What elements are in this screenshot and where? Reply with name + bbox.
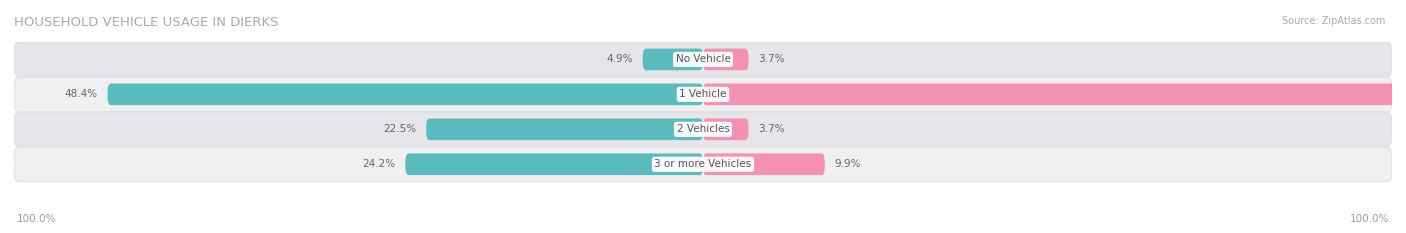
FancyBboxPatch shape [108, 84, 703, 105]
FancyBboxPatch shape [14, 112, 1392, 147]
Text: 3.7%: 3.7% [758, 124, 785, 134]
FancyBboxPatch shape [14, 42, 1392, 77]
FancyBboxPatch shape [14, 147, 1392, 182]
Text: 3.7%: 3.7% [758, 55, 785, 64]
FancyBboxPatch shape [14, 77, 1392, 112]
Text: No Vehicle: No Vehicle [675, 55, 731, 64]
Text: 22.5%: 22.5% [384, 124, 416, 134]
FancyBboxPatch shape [426, 118, 703, 140]
Text: 24.2%: 24.2% [363, 159, 395, 169]
Text: Source: ZipAtlas.com: Source: ZipAtlas.com [1281, 16, 1385, 26]
Legend: Owner-occupied, Renter-occupied: Owner-occupied, Renter-occupied [583, 230, 823, 233]
Text: HOUSEHOLD VEHICLE USAGE IN DIERKS: HOUSEHOLD VEHICLE USAGE IN DIERKS [14, 16, 278, 29]
Text: 9.9%: 9.9% [835, 159, 860, 169]
FancyBboxPatch shape [405, 154, 703, 175]
Text: 100.0%: 100.0% [17, 214, 56, 224]
Text: 2 Vehicles: 2 Vehicles [676, 124, 730, 134]
FancyBboxPatch shape [703, 118, 748, 140]
Text: 48.4%: 48.4% [65, 89, 98, 99]
Text: 4.9%: 4.9% [606, 55, 633, 64]
Text: 1 Vehicle: 1 Vehicle [679, 89, 727, 99]
FancyBboxPatch shape [703, 154, 825, 175]
FancyBboxPatch shape [703, 49, 748, 70]
FancyBboxPatch shape [643, 49, 703, 70]
FancyBboxPatch shape [703, 84, 1406, 105]
Text: 100.0%: 100.0% [1350, 214, 1389, 224]
Text: 3 or more Vehicles: 3 or more Vehicles [654, 159, 752, 169]
